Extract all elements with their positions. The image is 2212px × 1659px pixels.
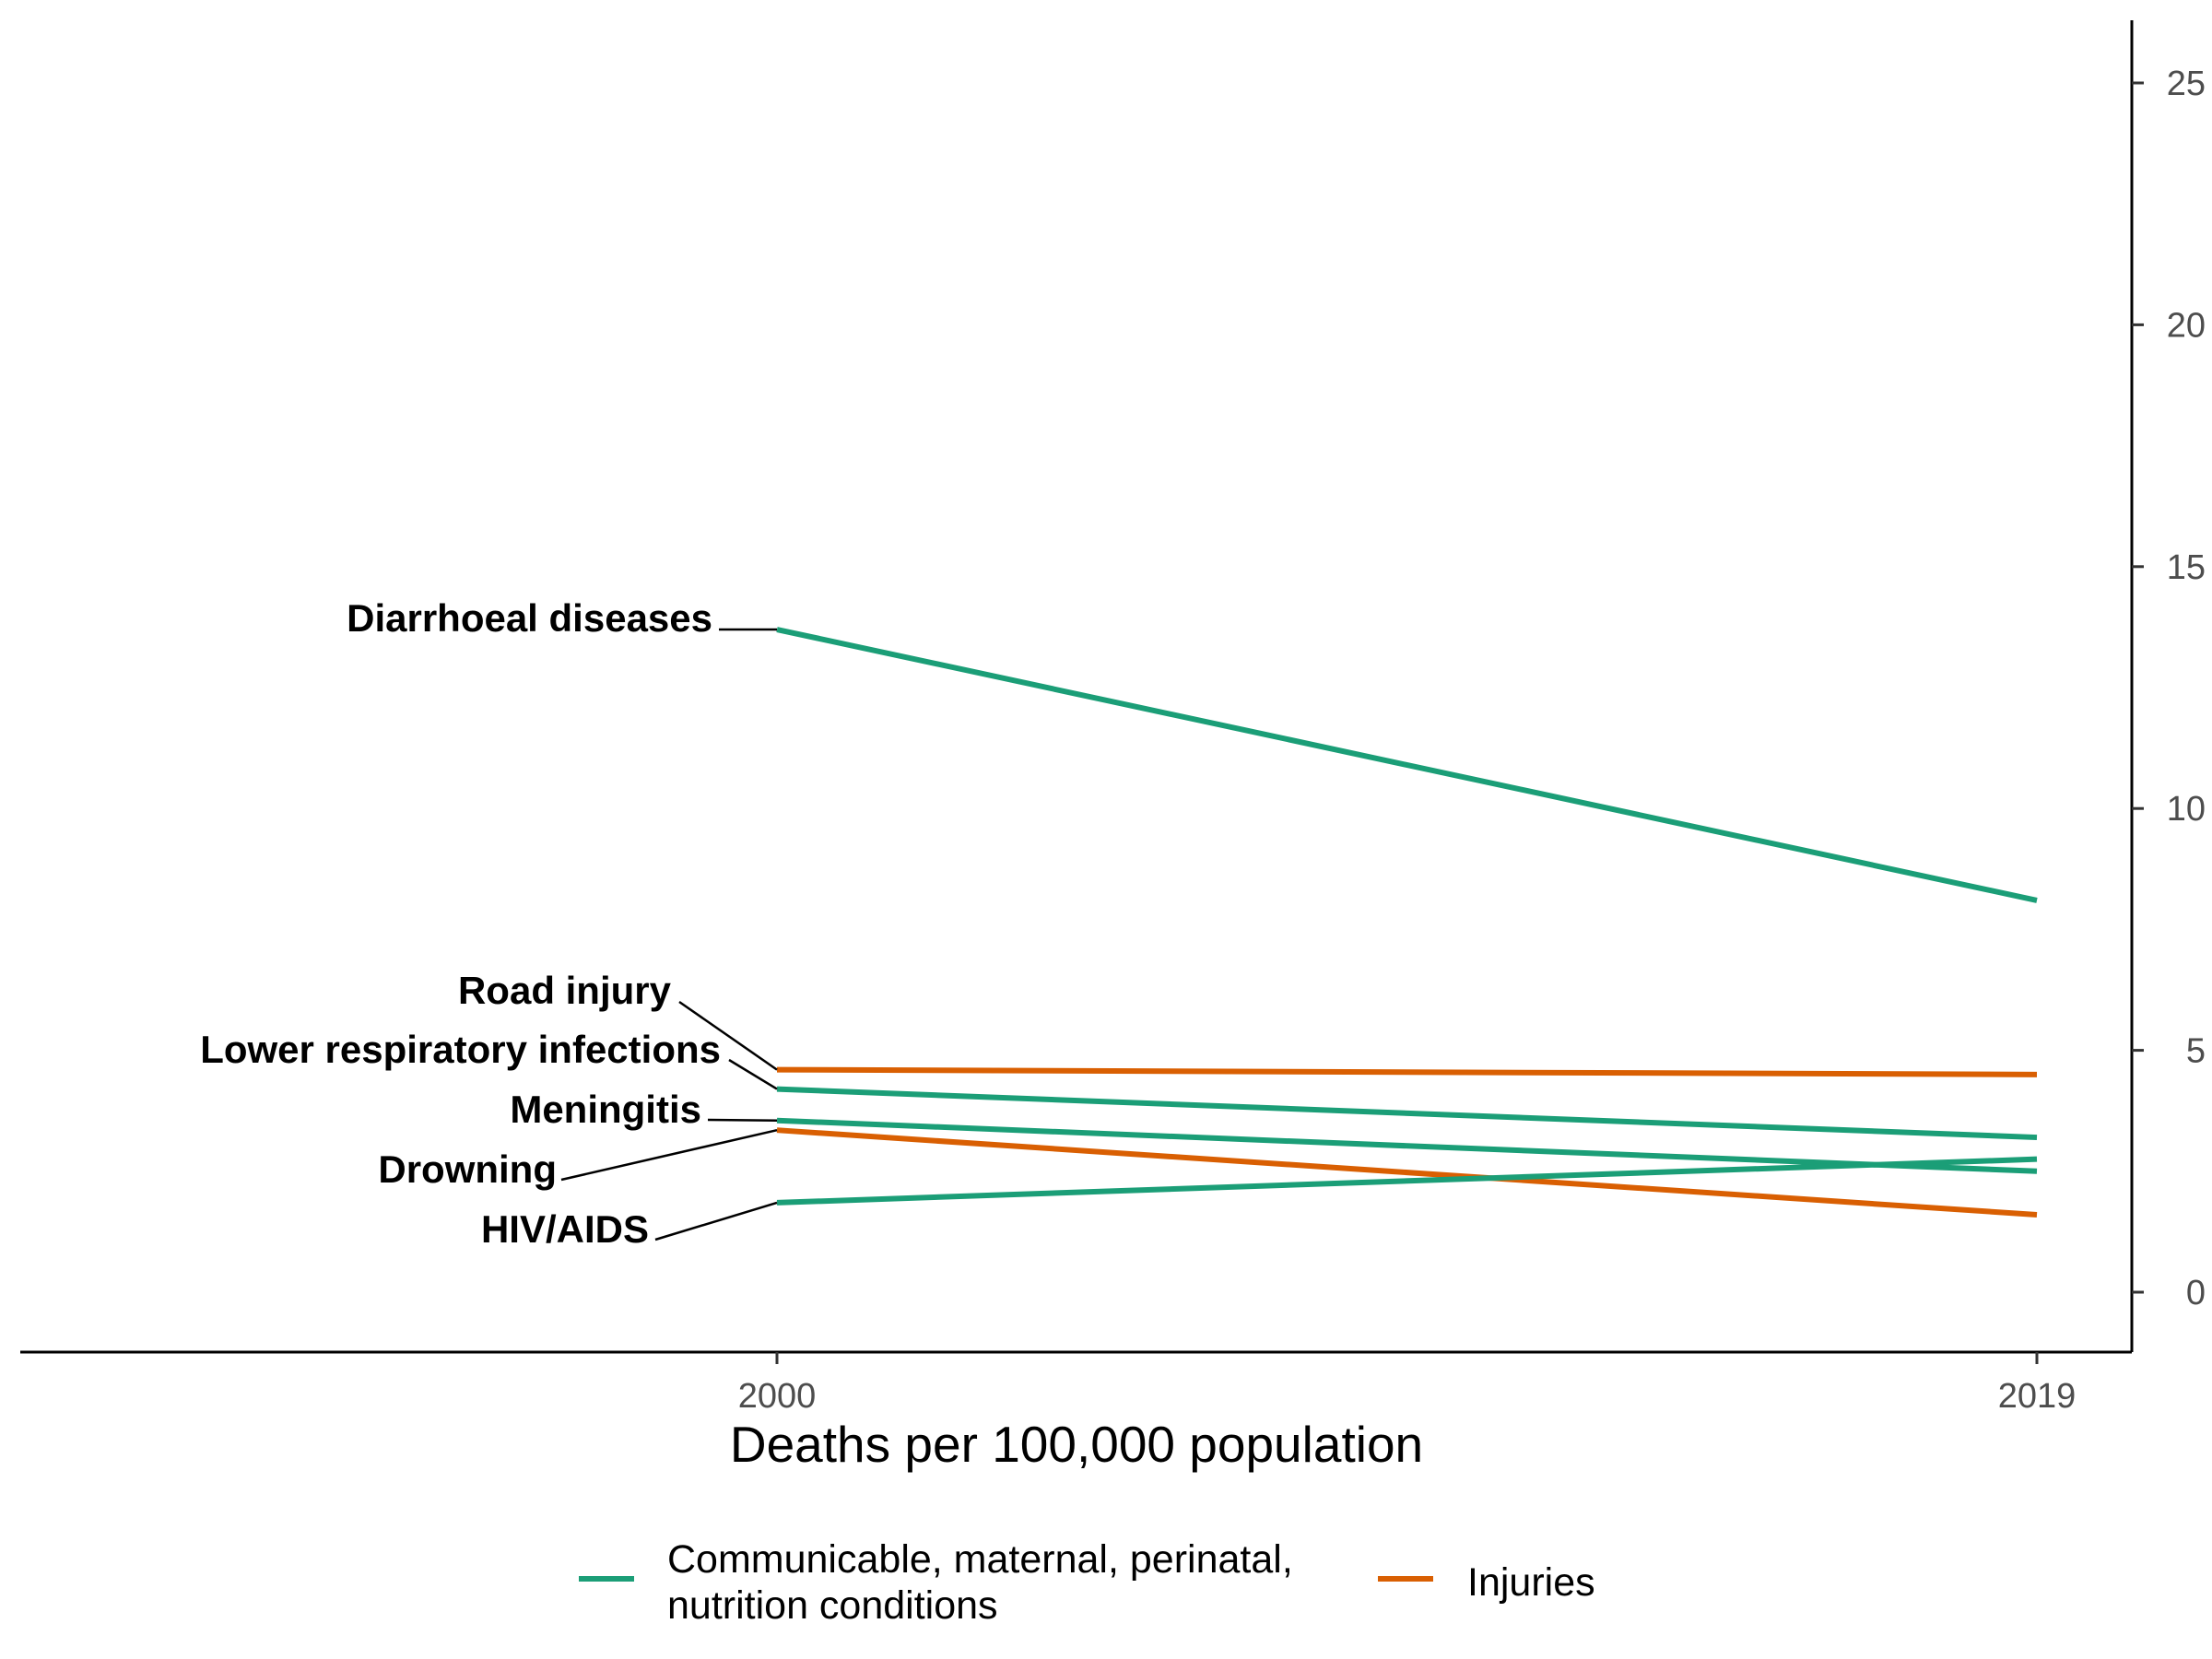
legend-label-line: Injuries xyxy=(1467,1560,1595,1605)
leader-line xyxy=(678,1000,778,1071)
legend-label: Injuries xyxy=(1467,1560,1595,1605)
series-label: Road injury xyxy=(458,969,672,1012)
x-axis-title: Deaths per 100,000 population xyxy=(730,1416,1423,1473)
series-labels: Diarrhoeal diseases Road injury Lower resp… xyxy=(200,596,778,1251)
legend-label: Communicable, maternal, perinatal, nutrit… xyxy=(667,1537,1293,1628)
y-tick-label: 15 xyxy=(2167,548,2206,587)
series-label: Lower respiratory infections xyxy=(200,1028,721,1071)
series-label: HIV/AIDS xyxy=(481,1207,649,1251)
legend-label-line: nutrition conditions xyxy=(667,1583,998,1628)
x-tick-label: 2000 xyxy=(738,1377,817,1416)
legend: Communicable, maternal, perinatal, nutrit… xyxy=(579,1537,1595,1628)
leader-line xyxy=(560,1128,778,1182)
series-label: Drowning xyxy=(378,1147,557,1191)
series-line xyxy=(776,1156,2038,1206)
series-line xyxy=(776,1066,2038,1077)
series-line xyxy=(776,1117,2038,1174)
series-label: Diarrhoeal diseases xyxy=(347,596,712,640)
y-tick-label: 20 xyxy=(2167,306,2206,345)
leader-line xyxy=(707,1118,778,1122)
series-lines xyxy=(776,627,2038,1218)
series-line xyxy=(776,627,2038,903)
y-tick-label: 25 xyxy=(2167,65,2206,103)
leader-line xyxy=(654,1201,778,1241)
series-label: Meningitis xyxy=(510,1088,701,1131)
leader-line xyxy=(728,1058,778,1090)
legend-label-line: Communicable, maternal, perinatal, xyxy=(667,1537,1293,1582)
axes: 0 5 10 15 20 25 2000 2019 xyxy=(20,20,2206,1416)
y-tick-label: 5 xyxy=(2186,1032,2206,1071)
y-tick-label: 10 xyxy=(2167,790,2206,829)
series-line xyxy=(776,1127,2038,1218)
series-line xyxy=(776,1086,2038,1141)
y-tick-label: 0 xyxy=(2186,1274,2206,1312)
x-tick-label: 2019 xyxy=(1998,1377,2077,1416)
